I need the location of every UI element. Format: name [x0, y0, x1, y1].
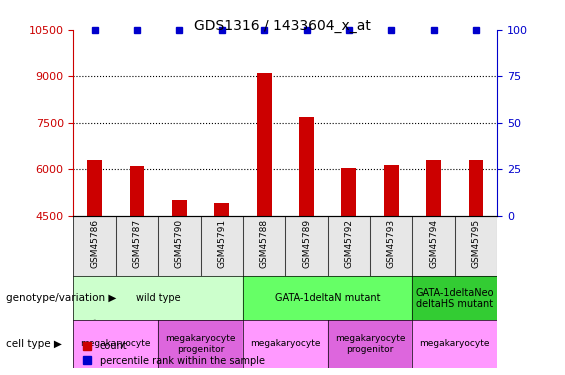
Text: GSM45787: GSM45787 [133, 219, 141, 268]
Bar [468, 160, 484, 216]
Bar [426, 160, 441, 216]
Bar [158, 216, 201, 276]
Bar [412, 216, 455, 276]
Bar [370, 216, 412, 276]
Bar [455, 216, 497, 276]
Bar [158, 320, 243, 368]
Bar [285, 216, 328, 276]
Bar [73, 320, 158, 368]
Bar [201, 216, 243, 276]
Text: GSM45792: GSM45792 [345, 219, 353, 268]
Bar [243, 276, 412, 320]
Bar [257, 74, 272, 216]
Bar [129, 166, 145, 216]
Text: megakaryocyte
progenitor: megakaryocyte progenitor [335, 334, 405, 354]
Bar [116, 216, 158, 276]
Bar [73, 276, 243, 320]
Text: GSM45794: GSM45794 [429, 219, 438, 268]
Text: cell type ▶: cell type ▶ [6, 339, 62, 349]
Bar [243, 320, 328, 368]
Bar [73, 216, 116, 276]
Text: genotype/variation ▶: genotype/variation ▶ [6, 293, 116, 303]
Text: GSM45793: GSM45793 [387, 219, 396, 268]
Bar [328, 320, 412, 368]
Text: megakaryocyte: megakaryocyte [250, 339, 320, 348]
Text: GATA-1deltaN mutant: GATA-1deltaN mutant [275, 293, 380, 303]
Text: GSM45788: GSM45788 [260, 219, 268, 268]
Bar [328, 216, 370, 276]
Text: megakaryocyte: megakaryocyte [81, 339, 151, 348]
Bar [243, 216, 285, 276]
Text: megakaryocyte: megakaryocyte [420, 339, 490, 348]
Bar [341, 168, 357, 216]
Bar [87, 160, 102, 216]
Bar [412, 276, 497, 320]
Bar [172, 200, 187, 216]
Text: megakaryocyte
progenitor: megakaryocyte progenitor [166, 334, 236, 354]
Text: GATA-1deltaNeo
deltaHS mutant: GATA-1deltaNeo deltaHS mutant [416, 288, 494, 309]
Bar [299, 117, 314, 216]
Text: wild type: wild type [136, 293, 180, 303]
Bar [412, 320, 497, 368]
Text: GDS1316 / 1433604_x_at: GDS1316 / 1433604_x_at [194, 19, 371, 33]
Text: GSM45790: GSM45790 [175, 219, 184, 268]
Bar [214, 203, 229, 216]
Legend: count, percentile rank within the sample: count, percentile rank within the sample [79, 338, 268, 370]
Text: GSM45789: GSM45789 [302, 219, 311, 268]
Text: GSM45791: GSM45791 [218, 219, 226, 268]
Text: GSM45795: GSM45795 [472, 219, 480, 268]
Text: GSM45786: GSM45786 [90, 219, 99, 268]
Bar [384, 165, 399, 216]
